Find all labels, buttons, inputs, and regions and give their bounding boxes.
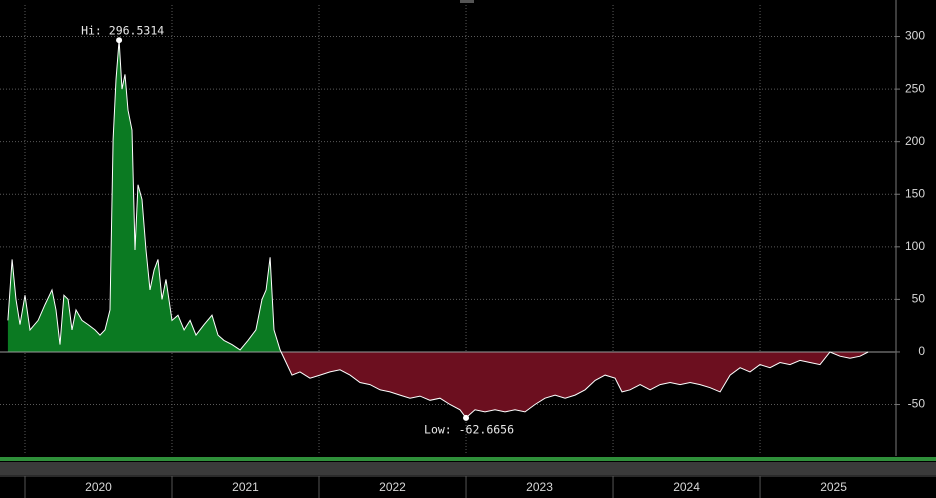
x-tick-label: 2020 (85, 480, 112, 494)
y-tick-label: 0 (918, 344, 925, 358)
y-tick-label: 150 (905, 186, 925, 200)
y-tick-label: 250 (905, 81, 925, 95)
scroll-bar (0, 462, 936, 475)
x-tick-label: 2023 (526, 480, 553, 494)
y-tick-label: 50 (912, 292, 926, 306)
annotation-marker (463, 414, 470, 421)
y-tick-label: 100 (905, 239, 925, 253)
range-bar (0, 457, 936, 461)
handle (460, 0, 474, 3)
negative-area (7, 351, 869, 418)
line (7, 40, 869, 419)
annotation-label: Hi: 296.5314 (81, 24, 164, 38)
x-tick-label: 2024 (673, 480, 700, 494)
x-tick-label: 2022 (379, 480, 406, 494)
y-tick-label: 300 (905, 29, 925, 43)
annotation-marker (116, 37, 123, 44)
y-tick-label: 200 (905, 134, 925, 148)
annotation-label: Low: -62.6656 (424, 422, 514, 436)
y-tick-label: -50 (908, 397, 926, 411)
x-tick-label: 2025 (820, 480, 847, 494)
x-tick-label: 2021 (232, 480, 259, 494)
positive-area (7, 40, 282, 352)
